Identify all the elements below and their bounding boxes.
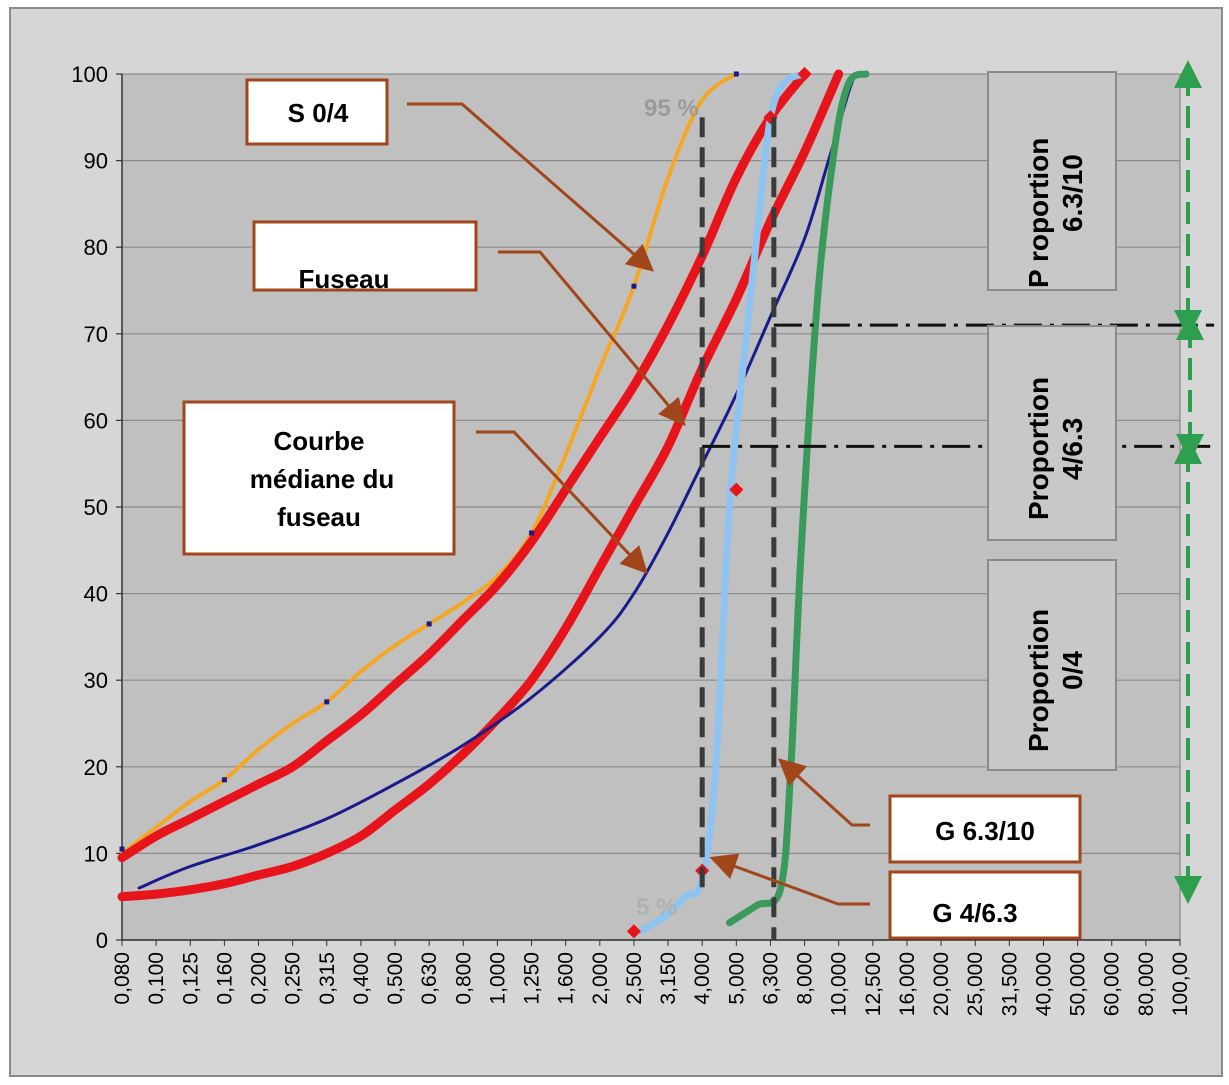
callout-fuseau-text: Fuseau [298,264,389,294]
x-tick-label: 0,080 [111,952,134,1005]
x-tick-label: 50,000 [1067,952,1090,1016]
x-tick-label: 0,200 [248,952,271,1005]
callout-g4-text: G 4/6.3 [932,898,1017,928]
callout-courbe-line3: fuseau [277,502,361,532]
y-tick-label: 40 [84,582,108,607]
s04-point-marker [222,777,227,782]
x-tick-label: 2,000 [589,952,612,1005]
x-tick-label: 16,000 [896,952,919,1016]
s04-point-marker [529,530,534,535]
proportion-mid-line2: 4/6.3 [1057,418,1088,480]
proportion-box-middle: Proportion 4/6.3 [988,326,1116,540]
x-tick-label: 100,00 [1169,952,1192,1016]
x-tick-label: 80,000 [1135,952,1158,1016]
callout-s04: S 0/4 [247,80,387,144]
proportion-box-top: P roportion 6.3/10 [988,72,1116,290]
s04-point-marker [734,72,739,77]
y-tick-label: 20 [84,755,108,780]
callout-g63: G 6.3/10 [890,796,1080,862]
s04-point-marker [120,847,125,852]
proportion-box-bottom: Proportion 0/4 [988,560,1116,770]
y-tick-label: 0 [96,928,108,953]
callout-g63-text: G 6.3/10 [935,816,1035,846]
y-tick-label: 50 [84,495,108,520]
proportion-bot-line1: Proportion [1023,609,1054,752]
x-tick-label: 0,800 [452,952,475,1005]
y-tick-label: 100 [71,62,108,87]
x-tick-label: 1,600 [555,952,578,1005]
x-tick-label: 8,000 [794,952,817,1005]
s04-point-marker [324,699,329,704]
proportion-top-line1: P roportion [1023,138,1054,288]
s04-point-marker [427,621,432,626]
x-tick-label: 0,500 [384,952,407,1005]
x-tick-label: 0,100 [145,952,168,1005]
x-tick-label: 4,000 [691,952,714,1005]
proportion-mid-line1: Proportion [1023,377,1054,520]
callout-fuseau: Fuseau [254,222,476,294]
x-tick-label: 1,250 [521,952,544,1005]
x-tick-label: 1,000 [486,952,509,1005]
x-tick-label: 40,000 [1032,952,1055,1016]
x-tick-label: 10,000 [828,952,851,1016]
callout-courbe-line2: médiane du [250,464,394,494]
x-tick-label: 31,500 [998,952,1021,1016]
callout-s04-text: S 0/4 [288,98,349,128]
y-tick-label: 60 [84,408,108,433]
y-tick-label: 10 [84,841,108,866]
y-tick-label: 30 [84,668,108,693]
proportion-top-line2: 6.3/10 [1057,154,1088,232]
x-tick-label: 3,150 [657,952,680,1005]
x-tick-label: 0,160 [213,952,236,1005]
x-tick-label: 0,630 [418,952,441,1005]
y-tick-label: 70 [84,322,108,347]
callout-courbe-line1: Courbe [274,426,365,456]
s04-point-marker [631,284,636,289]
x-tick-label: 0,125 [179,952,202,1005]
x-tick-label: 5,000 [725,952,748,1005]
proportion-bot-line2: 0/4 [1057,651,1088,690]
x-tick-label: 0,315 [316,952,339,1005]
annotation-5-percent: 5 % [636,894,677,921]
x-tick-label: 25,000 [964,952,987,1016]
callout-g4: G 4/6.3 [890,872,1080,938]
callout-courbe-mediane: Courbe médiane du fuseau [184,402,454,554]
x-tick-label: 6,300 [759,952,782,1005]
x-tick-label: 0,400 [350,952,373,1005]
x-tick-label: 12,500 [862,952,885,1016]
y-tick-label: 80 [84,235,108,260]
x-tick-label: 60,000 [1101,952,1124,1016]
y-tick-label: 90 [84,149,108,174]
x-tick-label: 2,500 [623,952,646,1005]
annotation-95-percent: 95 % [644,95,699,122]
x-tick-label: 20,000 [930,952,953,1016]
x-tick-label: 0,250 [282,952,305,1005]
